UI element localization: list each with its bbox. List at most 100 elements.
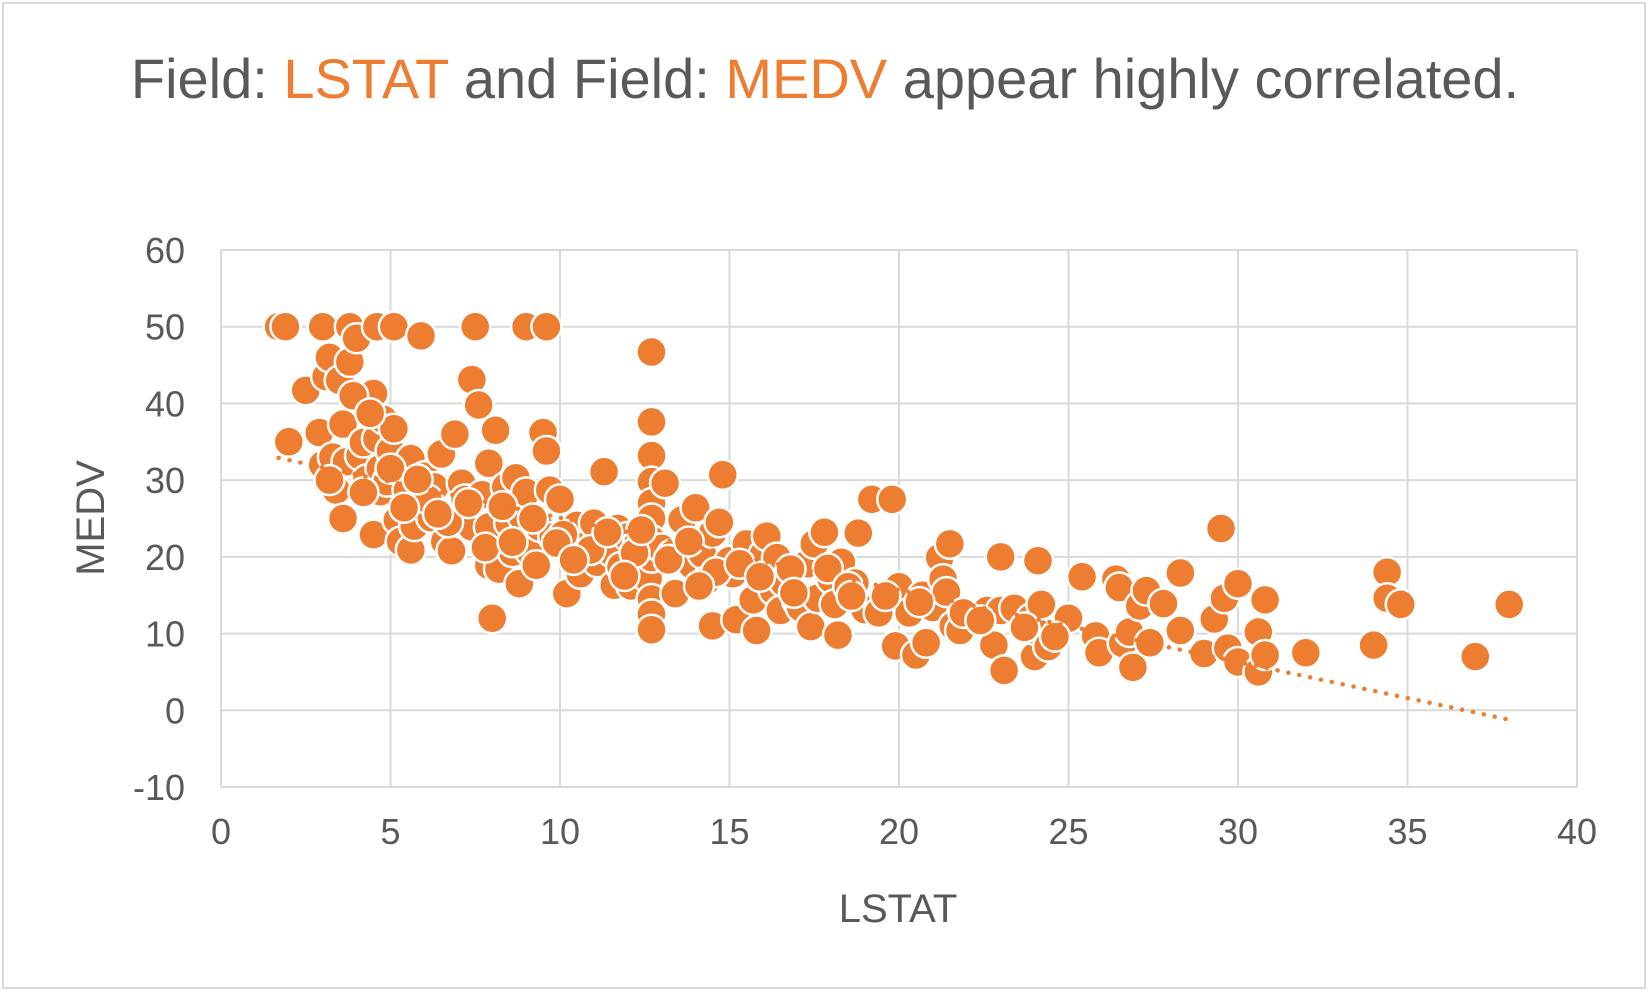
data-point (353, 397, 387, 430)
data-point (530, 434, 563, 468)
data-point (635, 613, 668, 646)
title-text-1: Field: (130, 47, 284, 110)
data-point (835, 579, 868, 613)
data-point (679, 491, 712, 525)
data-point (1025, 588, 1058, 621)
title-field-2: MEDV (725, 47, 888, 110)
data-point (475, 601, 509, 635)
data-point (1357, 628, 1390, 662)
data-point (1164, 614, 1197, 647)
data-point (591, 516, 624, 549)
y-tick-label: 0 (165, 690, 185, 731)
data-point (496, 526, 529, 559)
data-point (587, 455, 621, 488)
data-point (404, 319, 438, 353)
data-point (1065, 560, 1099, 594)
data-point (672, 525, 706, 558)
data-point (608, 559, 641, 593)
title-text-3: appear highly correlated. (887, 47, 1520, 110)
data-point (984, 540, 1017, 574)
trendline (276, 455, 1511, 722)
y-tick-label: 40 (145, 383, 185, 424)
data-point (435, 534, 468, 567)
data-point (1038, 620, 1072, 653)
data-point (811, 552, 845, 585)
data-point (520, 549, 553, 582)
y-tick-label: -10 (133, 767, 185, 808)
x-tick-label: 25 (1048, 811, 1088, 852)
x-tick-label: 40 (1557, 811, 1597, 852)
data-point (743, 560, 777, 594)
y-tick-label: 30 (145, 460, 185, 501)
data-point (421, 497, 455, 531)
data-point (635, 335, 668, 369)
data-point (306, 310, 339, 343)
y-axis-label: MEDV (69, 460, 113, 576)
data-point (1492, 588, 1526, 621)
data-point (635, 405, 668, 439)
data-point (374, 452, 407, 485)
title-field-1: LSTAT (283, 47, 449, 110)
chart-title: Field: LSTAT and Field: MEDV appear high… (0, 40, 1650, 118)
x-tick-label: 5 (380, 811, 400, 852)
x-axis-ticks: 0 5 10 15 20 25 30 35 40 (211, 811, 1597, 852)
x-tick-label: 10 (540, 811, 580, 852)
data-point (703, 506, 736, 539)
data-point (452, 486, 485, 520)
data-point (486, 489, 519, 523)
y-tick-label: 50 (145, 307, 185, 348)
x-tick-label: 35 (1387, 811, 1427, 852)
data-points (262, 310, 1526, 689)
data-point (530, 310, 563, 343)
data-point (347, 476, 380, 509)
data-point (1021, 544, 1055, 577)
data-point (557, 543, 590, 577)
y-tick-label: 20 (145, 537, 185, 578)
data-point (1008, 611, 1041, 644)
data-point (1289, 636, 1323, 669)
data-point (875, 483, 909, 516)
data-point (543, 483, 577, 516)
data-point (869, 579, 902, 613)
data-point (326, 502, 360, 535)
data-point (377, 310, 411, 343)
data-point (1221, 567, 1255, 600)
data-point (269, 310, 302, 343)
data-point (652, 543, 685, 577)
x-tick-label: 30 (1218, 811, 1258, 852)
data-point (842, 516, 875, 550)
data-point (469, 531, 502, 564)
data-point (987, 654, 1021, 687)
data-point (682, 569, 716, 603)
data-point (401, 463, 434, 496)
data-point (472, 447, 506, 480)
y-axis-ticks: -10 0 10 20 30 40 50 60 (133, 230, 185, 808)
data-point (933, 527, 967, 561)
data-point (516, 502, 550, 535)
data-point (313, 463, 346, 497)
x-tick-label: 0 (211, 811, 231, 852)
data-point (903, 585, 936, 619)
data-point (438, 417, 472, 451)
data-point (1248, 638, 1282, 672)
data-point (1204, 512, 1238, 545)
x-tick-label: 15 (709, 811, 749, 852)
trendline-path (276, 455, 1511, 722)
data-point (1384, 588, 1417, 621)
data-point (625, 513, 658, 547)
data-point (821, 618, 855, 652)
data-point (479, 414, 512, 447)
data-point (1164, 556, 1197, 590)
data-point (1248, 583, 1282, 617)
data-point (459, 310, 492, 343)
data-point (1147, 587, 1180, 620)
data-point (964, 604, 997, 637)
data-point (706, 458, 739, 492)
data-point (909, 626, 943, 660)
data-point (1133, 626, 1167, 660)
data-point (377, 412, 411, 445)
x-tick-label: 20 (879, 811, 919, 852)
data-point (777, 576, 811, 610)
data-point (740, 614, 773, 647)
